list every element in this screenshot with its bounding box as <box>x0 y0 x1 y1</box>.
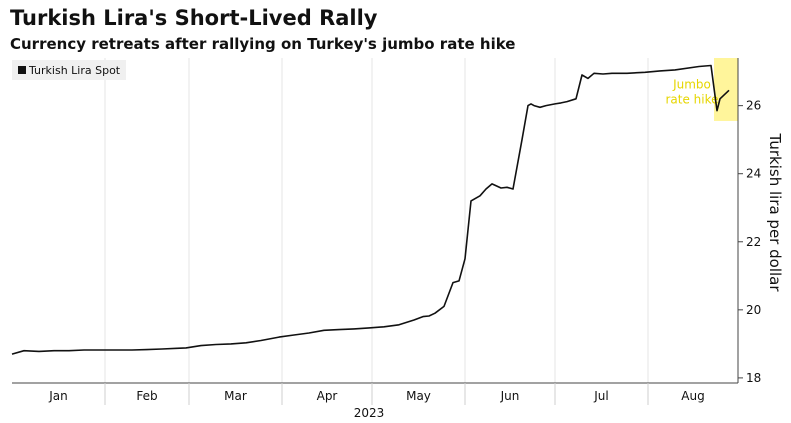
annotation-text-line: rate hike <box>665 93 718 107</box>
x-axis-year-label: 2023 <box>354 406 385 420</box>
y-axis-title: Turkish lira per dollar <box>766 132 784 292</box>
y-tick-label: 22 <box>746 235 761 249</box>
y-tick-label: 24 <box>746 167 761 181</box>
x-tick-label: Apr <box>317 389 338 403</box>
x-tick-label: Jul <box>593 389 608 403</box>
rate-hike-annotation: Jumbo rate hike <box>665 78 718 107</box>
rate-hike-highlight <box>714 58 738 121</box>
series-line-turkish-lira-spot <box>11 64 730 355</box>
chart-subtitle: Currency retreats after rallying on Turk… <box>10 35 516 53</box>
legend-label-turkish-lira-spot: Turkish Lira Spot <box>28 64 121 77</box>
annotation-text-line: Jumbo <box>672 78 711 92</box>
chart-title: Turkish Lira's Short-Lived Rally <box>10 6 378 30</box>
y-tick-label: 26 <box>746 99 761 113</box>
y-axis-ticks: 18 20 22 24 26 <box>738 99 761 385</box>
legend-box <box>12 60 126 80</box>
y-tick-label: 18 <box>746 371 761 385</box>
x-tick-label: May <box>406 389 431 403</box>
x-tick-label: Feb <box>136 389 157 403</box>
x-axis-ticks: Jan Feb Mar Apr May Jun Jul Aug <box>48 383 705 405</box>
grid-lines <box>104 58 649 383</box>
legend-swatch <box>18 66 26 74</box>
x-tick-label: Jan <box>48 389 68 403</box>
x-tick-label: Jun <box>500 389 520 403</box>
x-tick-label: Aug <box>681 389 704 403</box>
x-tick-label: Mar <box>224 389 247 403</box>
y-tick-label: 20 <box>746 303 761 317</box>
